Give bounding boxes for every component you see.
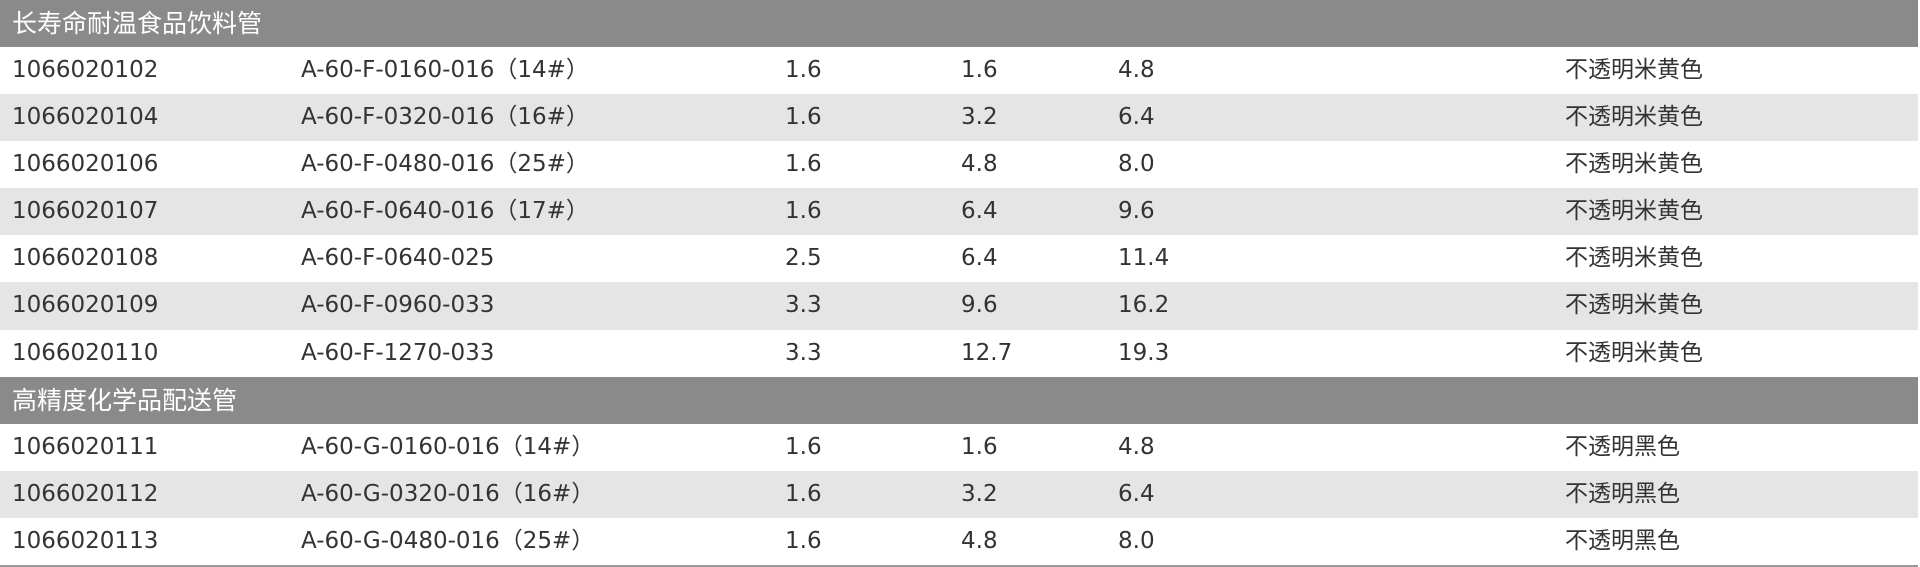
cell: 1066020107 xyxy=(12,198,159,225)
cell: 2.5 xyxy=(785,245,822,272)
cell: 不透明米黄色 xyxy=(1565,198,1703,225)
cell: 1.6 xyxy=(785,480,822,507)
cell: A-60-F-0640-025 xyxy=(301,245,495,272)
cell: 6.4 xyxy=(1118,104,1155,131)
cell: 不透明黑色 xyxy=(1565,433,1680,460)
cell: 1.6 xyxy=(785,433,822,460)
cell: A-60-F-0320-016（16#） xyxy=(301,104,589,131)
section-title: 高精度化学品配送管 xyxy=(12,385,238,415)
cell: 不透明米黄色 xyxy=(1565,57,1703,84)
table-row: 1066020106 A-60-F-0480-016（25#） 1.6 4.8 8.0 不… xyxy=(0,141,1918,189)
cell: 1.6 xyxy=(785,198,822,225)
table-row: 1066020111 A-60-G-0160-016（14#） 1.6 1.6 4.8 不… xyxy=(0,423,1918,471)
cell: 1066020102 xyxy=(12,57,159,84)
cell: 1.6 xyxy=(961,57,998,84)
cell: 3.3 xyxy=(785,339,822,366)
cell: 4.8 xyxy=(961,527,998,554)
cell: 1.6 xyxy=(785,104,822,131)
cell: A-60-F-0160-016（14#） xyxy=(301,57,589,84)
cell: 3.2 xyxy=(961,104,998,131)
cell: 11.4 xyxy=(1118,245,1170,272)
cell: 不透明黑色 xyxy=(1565,480,1680,507)
cell: 不透明黑色 xyxy=(1565,527,1680,554)
cell: 8.0 xyxy=(1118,527,1155,554)
cell: A-60-F-0960-033 xyxy=(301,292,495,319)
cell: A-60-G-0160-016（14#） xyxy=(301,433,595,460)
cell: 6.4 xyxy=(961,245,998,272)
cell: 9.6 xyxy=(961,292,998,319)
table-row: 1066020107 A-60-F-0640-016（17#） 1.6 6.4 9.6 不… xyxy=(0,188,1918,236)
cell: 1066020110 xyxy=(12,339,159,366)
cell: 4.8 xyxy=(1118,57,1155,84)
cell: 不透明米黄色 xyxy=(1565,292,1703,319)
cell: 12.7 xyxy=(961,339,1013,366)
cell: 3.3 xyxy=(785,292,822,319)
cell: 3.2 xyxy=(961,480,998,507)
cell: 1.6 xyxy=(785,151,822,178)
cell: 1066020113 xyxy=(12,527,159,554)
cell: A-60-G-0480-016（25#） xyxy=(301,527,595,554)
table-row: 1066020109 A-60-F-0960-033 3.3 9.6 16.2 不透明米黄… xyxy=(0,282,1918,330)
cell: A-60-F-0480-016（25#） xyxy=(301,151,589,178)
cell: 4.8 xyxy=(1118,433,1155,460)
section-header: 长寿命耐温食品饮料管 xyxy=(0,0,1918,48)
cell: 1.6 xyxy=(785,57,822,84)
cell: 不透明米黄色 xyxy=(1565,245,1703,272)
cell: 6.4 xyxy=(1118,480,1155,507)
table-row: 1066020108 A-60-F-0640-025 2.5 6.4 11.4 不透明米黄… xyxy=(0,235,1918,283)
cell: 6.4 xyxy=(961,198,998,225)
section-header: 高精度化学品配送管 xyxy=(0,376,1918,424)
cell: 1066020112 xyxy=(12,480,159,507)
cell: 4.8 xyxy=(961,151,998,178)
cell: A-60-F-1270-033 xyxy=(301,339,495,366)
cell: 9.6 xyxy=(1118,198,1155,225)
table-row: 1066020112 A-60-G-0320-016（16#） 1.6 3.2 6.4 不… xyxy=(0,470,1918,518)
cell: 不透明米黄色 xyxy=(1565,151,1703,178)
section-title: 长寿命耐温食品饮料管 xyxy=(12,9,263,38)
cell: A-60-G-0320-016（16#） xyxy=(301,480,595,507)
cell: 19.3 xyxy=(1118,339,1170,366)
cell: 1066020104 xyxy=(12,104,159,131)
cell: 1066020108 xyxy=(12,245,159,272)
cell: 16.2 xyxy=(1118,292,1170,319)
cell: 1066020109 xyxy=(12,292,159,319)
cell: 1066020106 xyxy=(12,151,159,178)
table-row: 1066020113 A-60-G-0480-016（25#） 1.6 4.8 8.0 不… xyxy=(0,517,1918,565)
cell: A-60-F-0640-016（17#） xyxy=(301,198,589,225)
cell: 不透明米黄色 xyxy=(1565,104,1703,131)
cell: 1.6 xyxy=(785,527,822,554)
cell: 1.6 xyxy=(961,433,998,460)
table-row: 1066020102 A-60-F-0160-016（14#） 1.6 1.6 4.8 不… xyxy=(0,47,1918,95)
table-row: 1066020104 A-60-F-0320-016（16#） 1.6 3.2 6.4 不… xyxy=(0,94,1918,142)
cell: 不透明米黄色 xyxy=(1565,339,1703,366)
table-row: 1066020110 A-60-F-1270-033 3.3 12.7 19.3 不透明米… xyxy=(0,329,1918,377)
cell: 1066020111 xyxy=(12,433,159,460)
cell: 8.0 xyxy=(1118,151,1155,178)
